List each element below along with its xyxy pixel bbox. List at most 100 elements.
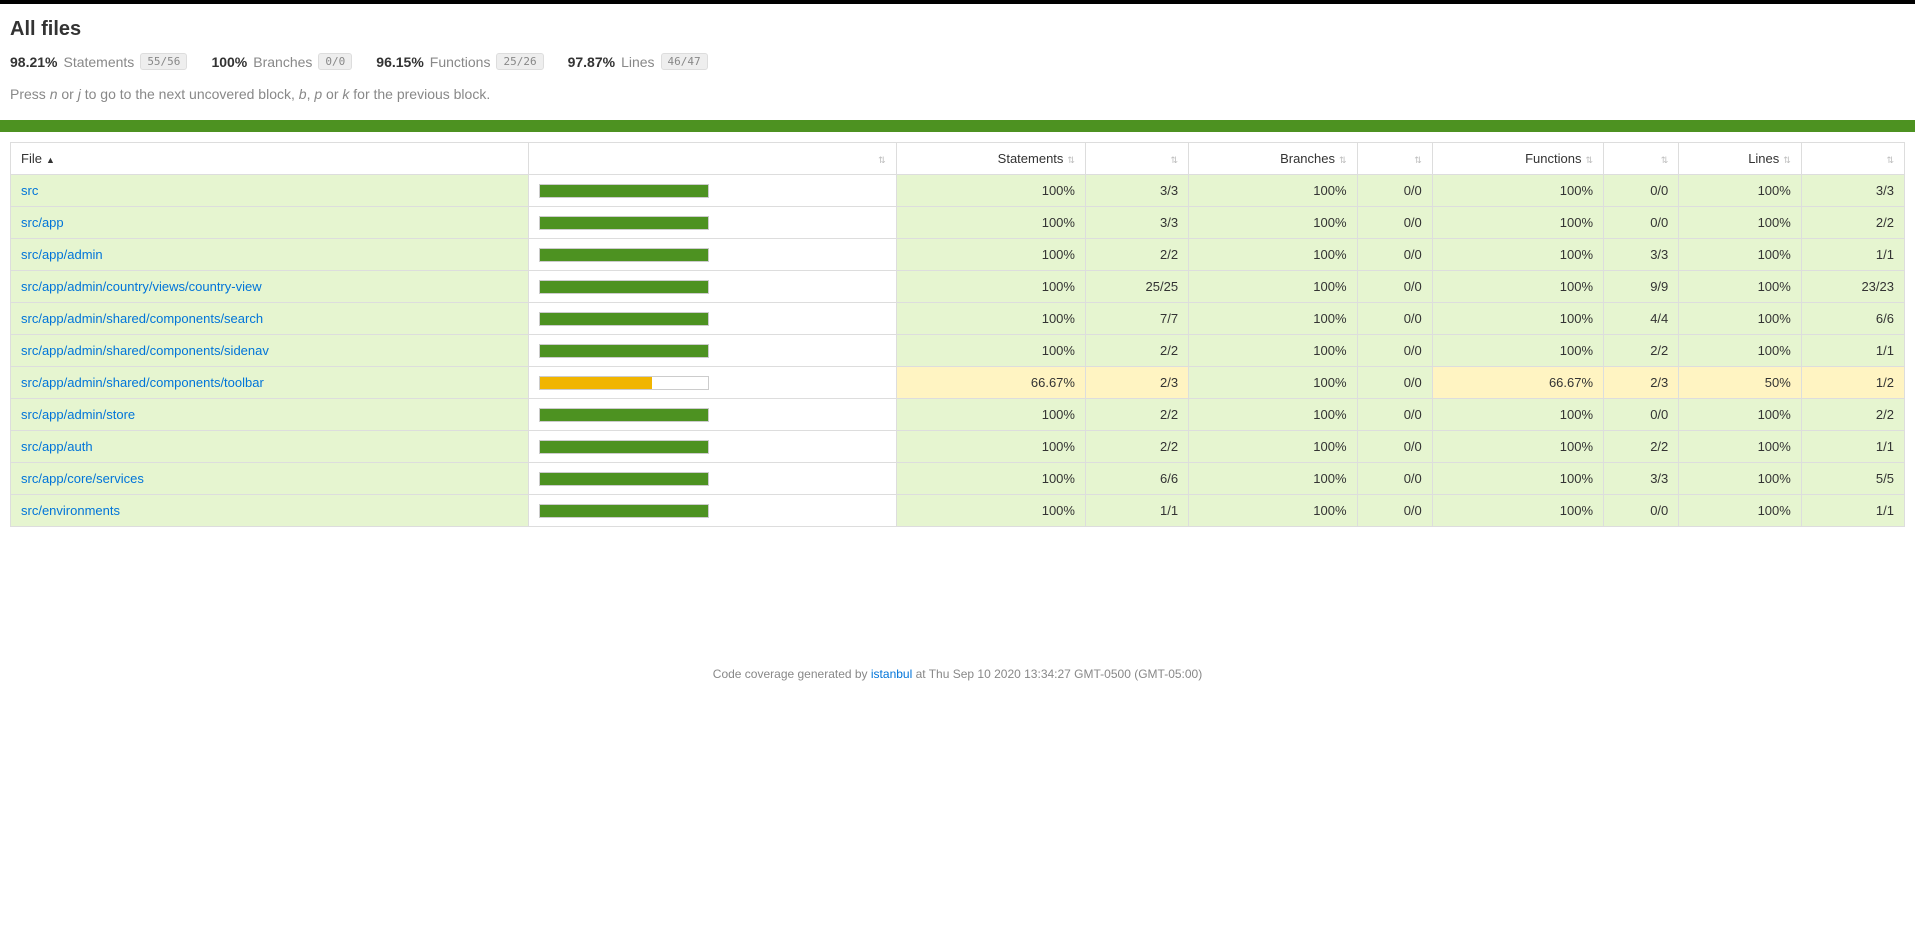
- file-link[interactable]: src/app/core/services: [21, 471, 144, 486]
- ln-pct-cell: 100%: [1679, 335, 1802, 367]
- br-frac-cell: 0/0: [1357, 175, 1432, 207]
- file-link[interactable]: src/app/admin/shared/components/search: [21, 311, 263, 326]
- bar-cell: [528, 303, 896, 335]
- col-bar[interactable]: ⇅: [528, 143, 896, 175]
- metric-statements: 98.21% Statements 55/56: [10, 53, 187, 70]
- stmt-pct-cell: 100%: [896, 463, 1085, 495]
- br-pct-cell: 100%: [1189, 207, 1357, 239]
- summary-bar: 98.21% Statements 55/56 100% Branches 0/…: [10, 53, 1905, 70]
- table-row: src/app/admin/store100%2/2100%0/0100%0/0…: [11, 399, 1905, 431]
- ln-frac-cell: 2/2: [1801, 207, 1904, 239]
- stmt-frac-cell: 6/6: [1085, 463, 1188, 495]
- bar-cell: [528, 463, 896, 495]
- ln-pct-cell: 100%: [1679, 431, 1802, 463]
- stmt-pct-cell: 100%: [896, 335, 1085, 367]
- ln-pct-cell: 100%: [1679, 175, 1802, 207]
- stmt-pct-cell: 100%: [896, 303, 1085, 335]
- sort-icon: ⇅: [1414, 155, 1422, 165]
- fn-frac-cell: 0/0: [1604, 399, 1679, 431]
- ln-frac: 46/47: [661, 53, 708, 70]
- file-cell: src/app/admin: [11, 239, 529, 271]
- ln-frac-cell: 6/6: [1801, 303, 1904, 335]
- br-frac-cell: 0/0: [1357, 271, 1432, 303]
- fn-frac-cell: 2/3: [1604, 367, 1679, 399]
- ln-frac-cell: 1/1: [1801, 495, 1904, 527]
- br-pct-cell: 100%: [1189, 335, 1357, 367]
- page-title: All files: [10, 18, 1905, 41]
- br-pct-cell: 100%: [1189, 431, 1357, 463]
- col-branches[interactable]: Branches⇅: [1189, 143, 1357, 175]
- sort-icon: ⇅: [1339, 155, 1347, 165]
- stmt-pct-cell: 100%: [896, 207, 1085, 239]
- fn-frac: 25/26: [496, 53, 543, 70]
- col-lines[interactable]: Lines⇅: [1679, 143, 1802, 175]
- stmt-pct-cell: 100%: [896, 431, 1085, 463]
- table-row: src/app/core/services100%6/6100%0/0100%3…: [11, 463, 1905, 495]
- col-file[interactable]: File▲: [11, 143, 529, 175]
- file-cell: src/app: [11, 207, 529, 239]
- ln-pct-cell: 100%: [1679, 207, 1802, 239]
- col-br-frac[interactable]: ⇅: [1357, 143, 1432, 175]
- table-row: src/app/admin/shared/components/sidenav 1…: [11, 335, 1905, 367]
- stmt-frac-cell: 2/3: [1085, 367, 1188, 399]
- fn-frac-cell: 3/3: [1604, 239, 1679, 271]
- sort-icon: ⇅: [1886, 155, 1894, 165]
- stmt-frac-cell: 3/3: [1085, 175, 1188, 207]
- coverage-table: File▲ ⇅ Statements⇅ ⇅ Branches⇅ ⇅ Functi…: [10, 142, 1905, 527]
- stmt-label: Statements: [63, 54, 134, 70]
- br-frac-cell: 0/0: [1357, 399, 1432, 431]
- col-statements[interactable]: Statements⇅: [896, 143, 1085, 175]
- ln-pct: 97.87%: [568, 54, 615, 70]
- fn-frac-cell: 9/9: [1604, 271, 1679, 303]
- br-frac-cell: 0/0: [1357, 239, 1432, 271]
- stmt-pct-cell: 100%: [896, 399, 1085, 431]
- stmt-frac-cell: 7/7: [1085, 303, 1188, 335]
- fn-pct-cell: 100%: [1432, 207, 1603, 239]
- bar-cell: [528, 239, 896, 271]
- file-link[interactable]: src/app/admin/shared/components/toolbar: [21, 375, 264, 390]
- table-row: src/app100%3/3100%0/0100%0/0100%2/2: [11, 207, 1905, 239]
- br-pct-cell: 100%: [1189, 495, 1357, 527]
- br-frac-cell: 0/0: [1357, 335, 1432, 367]
- ln-pct-cell: 100%: [1679, 495, 1802, 527]
- col-fn-frac[interactable]: ⇅: [1604, 143, 1679, 175]
- footer-link[interactable]: istanbul: [871, 667, 912, 681]
- ln-pct-cell: 50%: [1679, 367, 1802, 399]
- fn-frac-cell: 0/0: [1604, 175, 1679, 207]
- ln-frac-cell: 1/1: [1801, 431, 1904, 463]
- file-link[interactable]: src/app: [21, 215, 64, 230]
- stmt-frac-cell: 2/2: [1085, 239, 1188, 271]
- fn-pct-cell: 66.67%: [1432, 367, 1603, 399]
- file-link[interactable]: src: [21, 183, 38, 198]
- col-functions[interactable]: Functions⇅: [1432, 143, 1603, 175]
- file-link[interactable]: src/app/admin/shared/components/sidenav: [21, 343, 269, 358]
- file-cell: src/app/core/services: [11, 463, 529, 495]
- metric-branches: 100% Branches 0/0: [211, 53, 352, 70]
- table-row: src/environments100%1/1100%0/0100%0/0100…: [11, 495, 1905, 527]
- br-frac-cell: 0/0: [1357, 207, 1432, 239]
- ln-frac-cell: 1/1: [1801, 335, 1904, 367]
- file-link[interactable]: src/app/admin/store: [21, 407, 135, 422]
- ln-pct-cell: 100%: [1679, 239, 1802, 271]
- fn-pct-cell: 100%: [1432, 495, 1603, 527]
- ln-pct-cell: 100%: [1679, 399, 1802, 431]
- col-ln-frac[interactable]: ⇅: [1801, 143, 1904, 175]
- file-link[interactable]: src/environments: [21, 503, 120, 518]
- table-row: src100%3/3100%0/0100%0/0100%3/3: [11, 175, 1905, 207]
- file-link[interactable]: src/app/admin/country/views/country-view: [21, 279, 262, 294]
- bar-cell: [528, 271, 896, 303]
- fn-frac-cell: 2/2: [1604, 335, 1679, 367]
- coverage-band: [0, 120, 1915, 132]
- br-frac-cell: 0/0: [1357, 303, 1432, 335]
- col-stmt-frac[interactable]: ⇅: [1085, 143, 1188, 175]
- file-cell: src: [11, 175, 529, 207]
- file-link[interactable]: src/app/admin: [21, 247, 103, 262]
- bar-cell: [528, 367, 896, 399]
- file-link[interactable]: src/app/auth: [21, 439, 93, 454]
- ln-frac-cell: 3/3: [1801, 175, 1904, 207]
- footer-prefix: Code coverage generated by: [713, 667, 871, 681]
- br-pct-cell: 100%: [1189, 239, 1357, 271]
- bar-cell: [528, 399, 896, 431]
- ln-frac-cell: 23/23: [1801, 271, 1904, 303]
- file-cell: src/app/auth: [11, 431, 529, 463]
